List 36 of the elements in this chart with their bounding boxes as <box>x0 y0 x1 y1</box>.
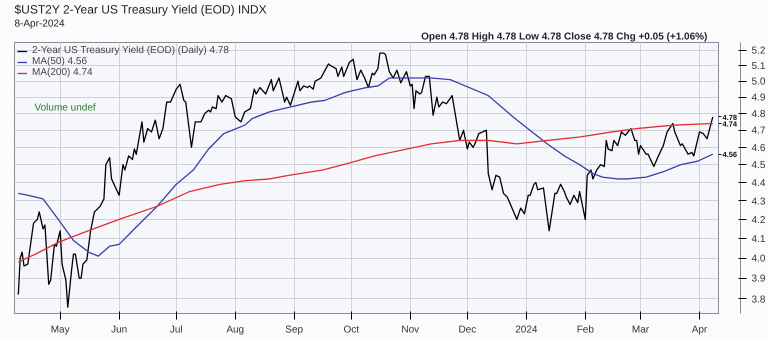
legend-label: 2-Year US Treasury Yield (EOD) (Daily) 4.78 <box>32 45 229 56</box>
x-tick-label: Nov <box>401 324 420 336</box>
chart-title: $UST2Y 2-Year US Treasury Yield (EOD) INDX <box>14 2 267 16</box>
x-tick-label: Sep <box>285 324 304 336</box>
y-tick-label: 4.9 <box>752 92 766 104</box>
chart-subtitle: 8-Apr-2024 <box>14 18 65 30</box>
x-tick-label: 2024 <box>515 324 538 336</box>
y-tick-label: 3.8 <box>752 294 766 306</box>
y-tick-label: 4.3 <box>752 196 766 208</box>
x-tick-label: Mar <box>632 324 650 336</box>
y-tick-label: 4.6 <box>752 142 766 154</box>
x-tick-label: Jun <box>111 324 128 336</box>
y-tick-label: 4.0 <box>752 254 766 265</box>
y-tick-label: 4.4 <box>752 178 766 190</box>
line-series <box>18 77 714 257</box>
x-tick-label: Aug <box>226 324 244 336</box>
x-tick-label: Dec <box>458 324 476 336</box>
y-tick-label: 3.9 <box>752 274 766 285</box>
x-tick-label: Apr <box>692 324 708 336</box>
y-tick-label: 4.5 <box>752 160 766 172</box>
line-series <box>18 122 714 263</box>
x-tick-label: May <box>50 324 70 336</box>
legend-label: MA(200) 4.74 <box>32 67 93 78</box>
y-tick-label: 4.1 <box>752 234 766 246</box>
y-tick-label: 5.2 <box>752 46 766 57</box>
x-tick-label: Jul <box>170 324 183 336</box>
y-tick-label: 5.1 <box>752 60 766 72</box>
annotation: Volume undef <box>34 102 96 114</box>
y-tick-label: 4.2 <box>752 214 766 226</box>
legend-label: MA(50) 4.56 <box>32 56 88 67</box>
y-tick-label: 5.0 <box>752 76 766 88</box>
x-tick-label: Oct <box>344 324 360 336</box>
x-tick-label: Feb <box>576 324 594 336</box>
y-tick-label: 4.8 <box>752 109 766 120</box>
y-tick-label: 4.7 <box>752 126 766 137</box>
text: Open 4.78 High 4.78 Low 4.78 Close 4.78 Chg +0.05 (+1.06%) <box>421 32 708 42</box>
